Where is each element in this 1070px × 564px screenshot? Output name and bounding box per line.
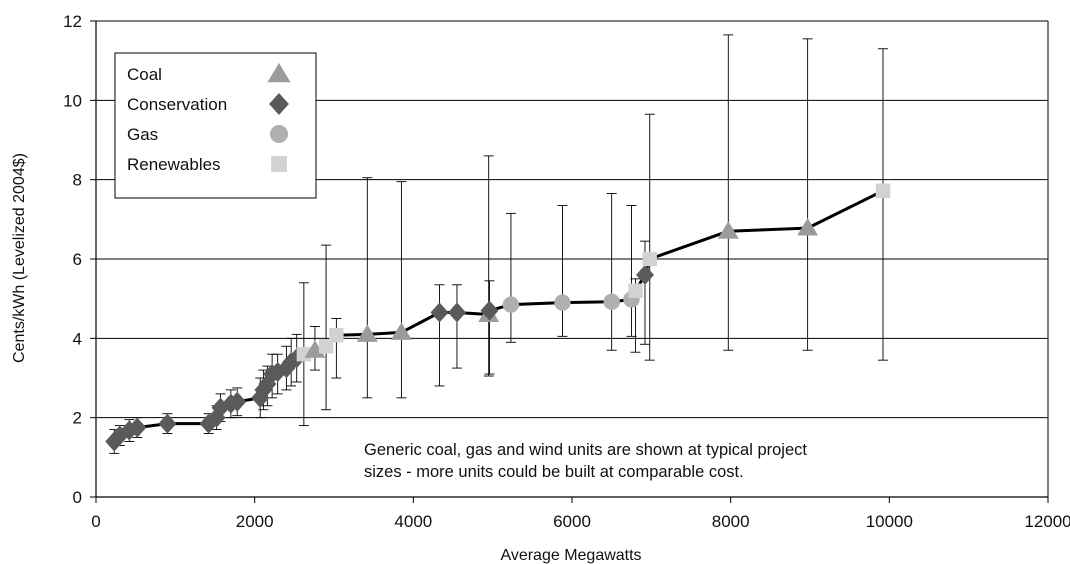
x-tick-label-10000: 10000	[866, 512, 913, 531]
marker-gas-28	[502, 296, 520, 313]
legend-label-gas: Gas	[127, 125, 158, 144]
legend: Coal Conservation Gas Renewables	[114, 52, 317, 199]
marker-conservation-27	[480, 300, 499, 321]
x-tick-label-6000: 6000	[553, 512, 591, 531]
x-tick-label-0: 0	[91, 512, 100, 531]
y-tick-label-8: 8	[73, 171, 82, 190]
legend-marker-renewables	[271, 156, 287, 172]
legend-marker-coal	[267, 63, 291, 83]
marker-renewables-20	[318, 339, 334, 354]
y-axis-title: Cents/kWh (Levelized 2004$)	[11, 153, 28, 363]
marker-coal-35	[717, 221, 739, 239]
marker-gas-30	[603, 293, 620, 311]
x-axis-title: Average Megawatts	[500, 547, 641, 564]
legend-label-conservation: Conservation	[127, 95, 227, 114]
marker-conservation-25	[447, 302, 466, 323]
y-tick-label-10: 10	[63, 91, 82, 110]
legend-label-renewables: Renewables	[127, 155, 221, 174]
marker-conservation-24	[430, 302, 449, 323]
x-tick-label-2000: 2000	[236, 512, 274, 531]
marker-renewables-34	[642, 251, 657, 267]
marker-gas-29	[554, 294, 571, 311]
marker-renewables-32	[628, 283, 643, 298]
y-tick-label-0: 0	[73, 488, 82, 507]
legend-marker-conservation	[269, 93, 289, 115]
marker-coal-23	[390, 322, 412, 340]
x-tick-label-8000: 8000	[712, 512, 750, 531]
annotation-line-1: Generic coal, gas and wind units are sho…	[364, 441, 807, 459]
axes	[90, 20, 1049, 503]
marker-renewables-18	[296, 347, 312, 362]
marker-renewables-37	[875, 183, 891, 198]
x-tick-label-12000: 12000	[1024, 512, 1070, 531]
y-tick-label-12: 12	[63, 12, 82, 31]
y-tick-label-4: 4	[73, 329, 82, 348]
x-tick-label-4000: 4000	[394, 512, 432, 531]
marker-conservation-4	[158, 413, 177, 434]
y-tick-label-2: 2	[73, 409, 82, 428]
legend-label-coal: Coal	[127, 65, 162, 84]
marker-conservation-33	[635, 264, 654, 285]
marker-coal-22	[356, 324, 378, 342]
marker-conservation-3	[128, 417, 147, 438]
y-tick-label-6: 6	[73, 250, 82, 269]
legend-marker-gas	[269, 124, 289, 144]
marker-conservation-9	[228, 391, 247, 412]
marker-coal-36	[797, 218, 819, 236]
annotation: Generic coal, gas and wind units are sho…	[364, 441, 807, 481]
annotation-line-2: sizes - more units could be built at com…	[364, 463, 744, 481]
marker-renewables-21	[329, 327, 344, 343]
tick-labels: 0 2 4 6 8 10 12 0 2000 4000 6000 8000 10000 12000	[63, 12, 1070, 531]
data-markers	[105, 183, 891, 452]
